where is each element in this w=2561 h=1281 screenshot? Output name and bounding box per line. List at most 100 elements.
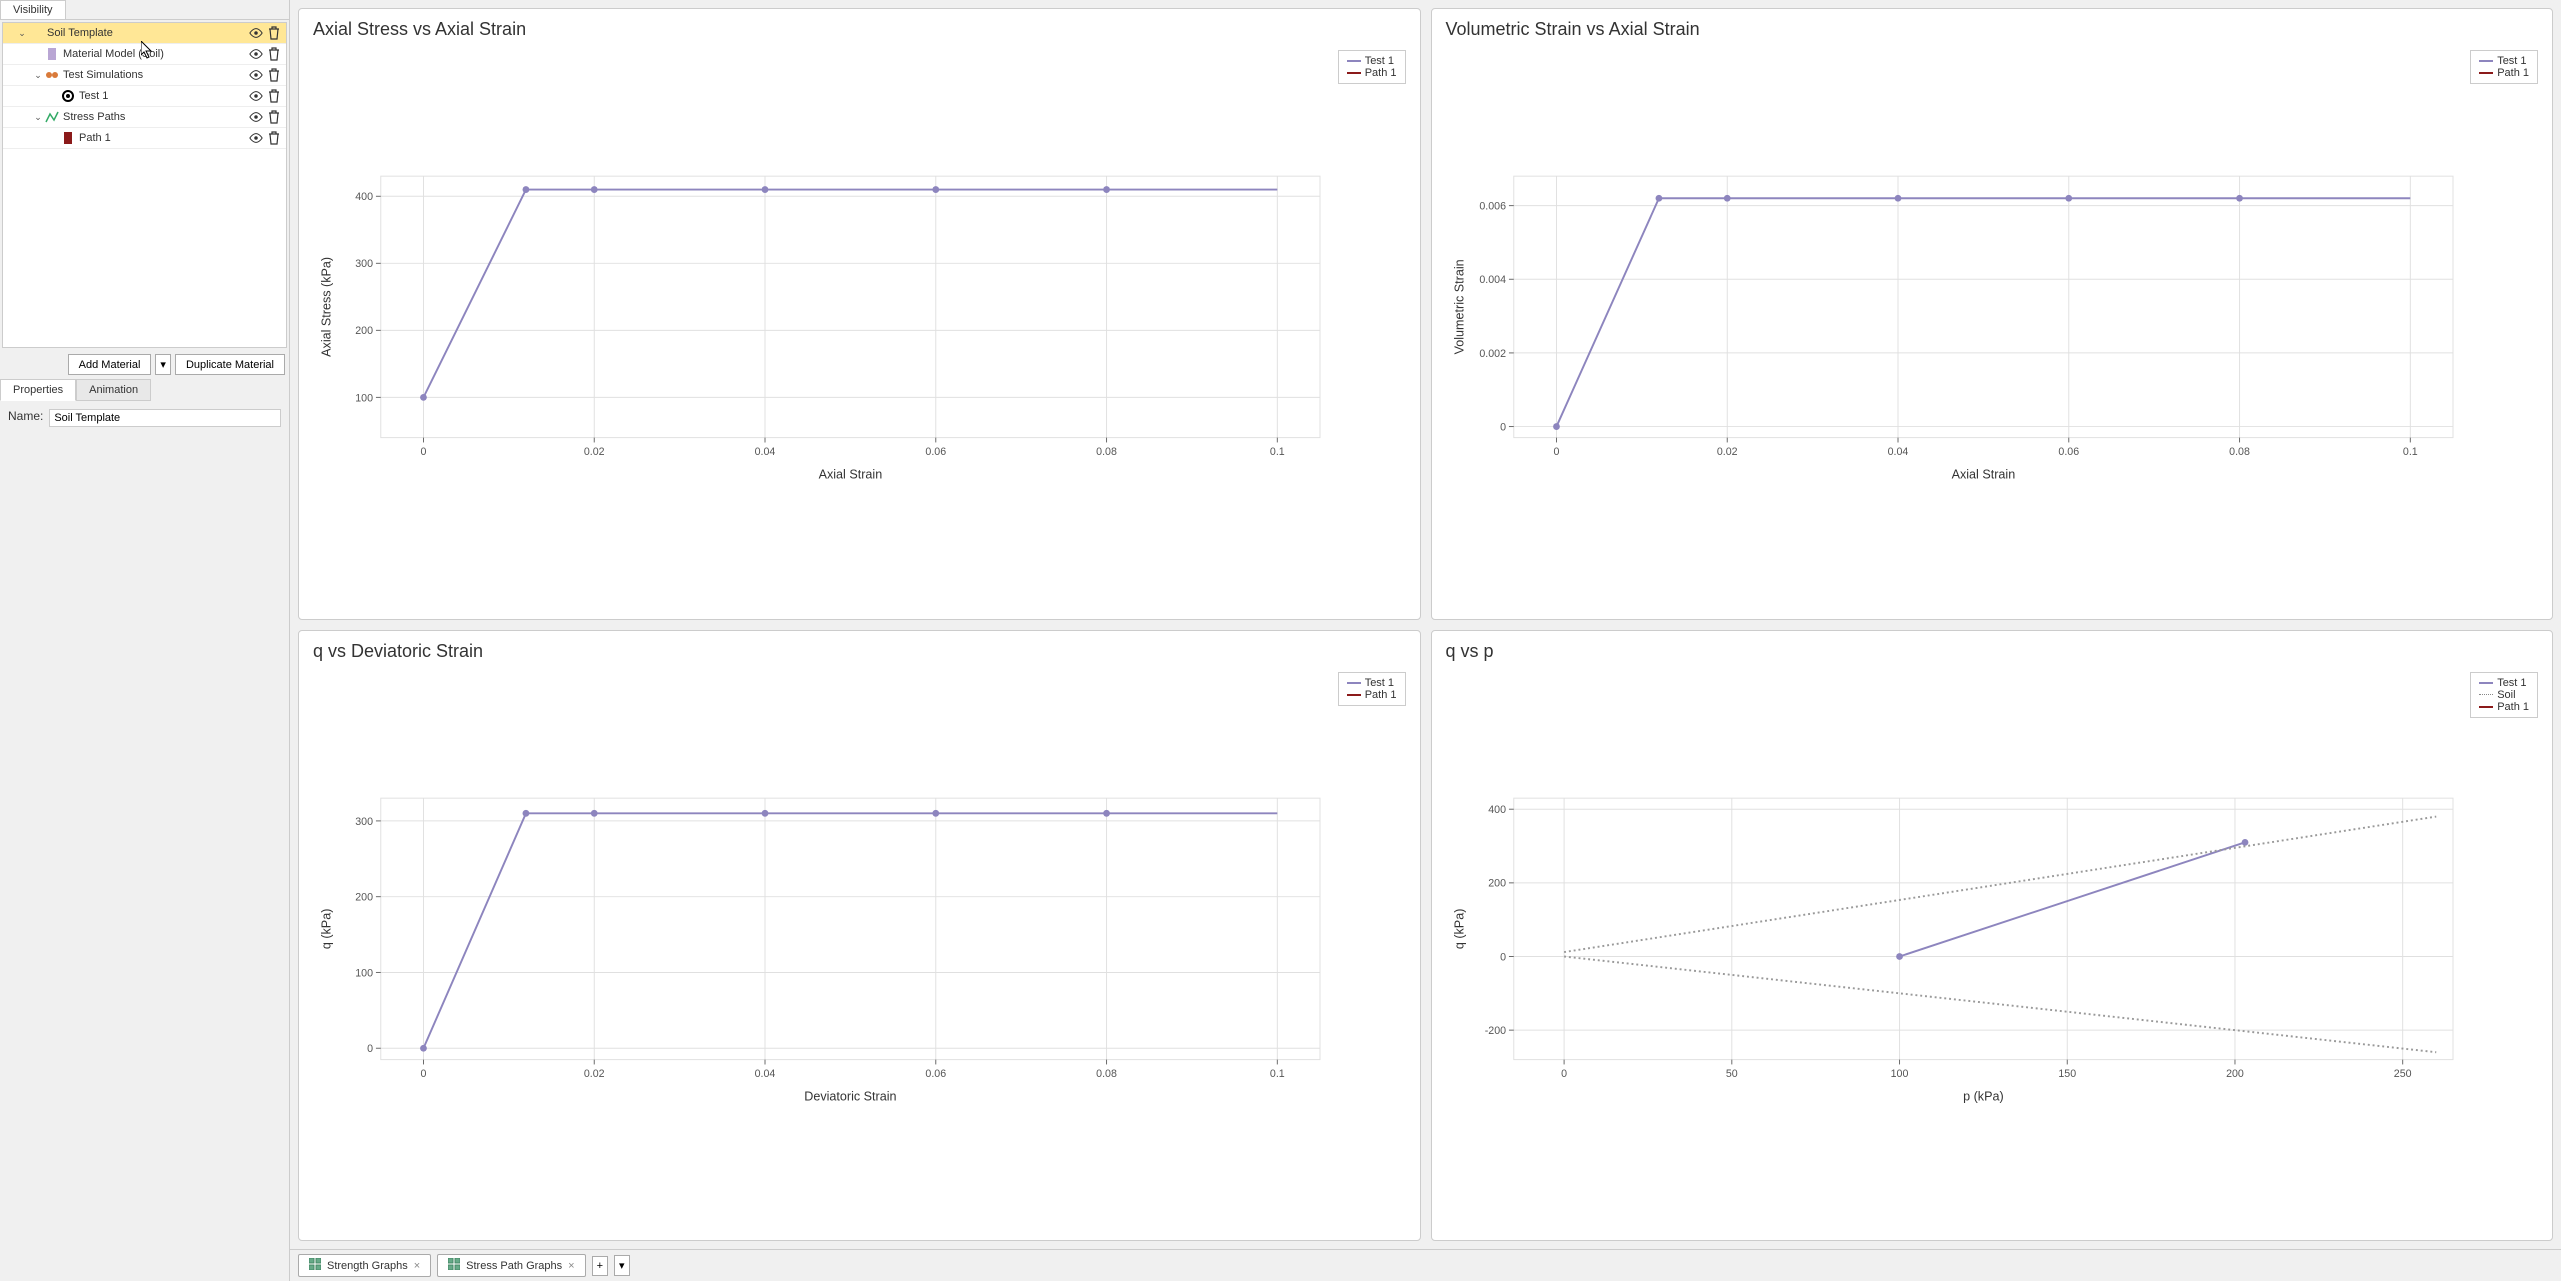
- legend-label: Path 1: [1365, 67, 1397, 79]
- svg-text:0.06: 0.06: [2058, 446, 2079, 458]
- legend-label: Soil: [2497, 689, 2515, 701]
- tree-item-stress-paths[interactable]: ⌄Stress Paths: [3, 107, 286, 128]
- legend-label: Test 1: [1365, 677, 1394, 689]
- bottom-tabs: Strength Graphs×Stress Path Graphs×+▾: [290, 1249, 2561, 1281]
- chart-title: Volumetric Strain vs Axial Strain: [1446, 19, 2539, 40]
- delete-icon[interactable]: [266, 88, 282, 104]
- sidebar-tabs: Visibility: [0, 0, 289, 20]
- visibility-icon[interactable]: [248, 25, 264, 41]
- tree-item-material-model-soil-[interactable]: Material Model (Soil): [3, 44, 286, 65]
- legend-label: Test 1: [2497, 55, 2526, 67]
- tree-item-test-1[interactable]: Test 1: [3, 86, 286, 107]
- svg-text:100: 100: [355, 967, 373, 979]
- svg-text:0.04: 0.04: [1887, 446, 1908, 458]
- svg-text:200: 200: [2226, 1068, 2244, 1080]
- tree-node-icon: [61, 131, 75, 145]
- chart-title: Axial Stress vs Axial Strain: [313, 19, 1406, 40]
- legend-label: Path 1: [2497, 67, 2529, 79]
- tree-panel: ⌄ Soil Template Material Model (Soil) ⌄ Test…: [2, 22, 287, 348]
- svg-text:100: 100: [1890, 1068, 1908, 1080]
- chart-plot[interactable]: 00.020.040.060.080.100.0020.0040.006Axia…: [1446, 44, 2463, 609]
- svg-text:200: 200: [355, 325, 373, 337]
- tree-node-icon: [61, 89, 75, 103]
- svg-text:0: 0: [421, 1068, 427, 1080]
- svg-text:0: 0: [1500, 421, 1506, 433]
- properties-panel: Properties Animation Name:: [0, 379, 289, 1281]
- delete-icon[interactable]: [266, 109, 282, 125]
- tree-item-soil-template[interactable]: ⌄ Soil Template: [3, 23, 286, 44]
- chart-plot[interactable]: 050100150200250-2000200400p (kPa)q (kPa): [1446, 666, 2463, 1231]
- tab-icon: [309, 1258, 321, 1273]
- svg-text:q (kPa): q (kPa): [319, 908, 333, 949]
- svg-text:0.04: 0.04: [755, 1068, 776, 1080]
- tree-label: Test 1: [79, 90, 246, 102]
- svg-text:0.08: 0.08: [1096, 446, 1117, 458]
- svg-text:0.1: 0.1: [1270, 1068, 1285, 1080]
- legend: Test 1Path 1: [1338, 672, 1406, 706]
- close-icon[interactable]: ×: [568, 1260, 574, 1272]
- tree-item-test-simulations[interactable]: ⌄ Test Simulations: [3, 65, 286, 86]
- svg-text:Volumetric Strain: Volumetric Strain: [1452, 259, 1466, 354]
- svg-text:300: 300: [355, 258, 373, 270]
- svg-text:Axial Strain: Axial Strain: [819, 467, 883, 481]
- bottom-tab-strength-graphs[interactable]: Strength Graphs ×: [298, 1254, 431, 1277]
- expander-icon[interactable]: ⌄: [31, 70, 45, 81]
- delete-icon[interactable]: [266, 130, 282, 146]
- svg-text:0.1: 0.1: [2402, 446, 2417, 458]
- charts-grid: Axial Stress vs Axial Strain 0 0.02 0.04 0.0…: [290, 0, 2561, 1249]
- svg-text:400: 400: [355, 191, 373, 203]
- tree-label: Soil Template: [47, 27, 246, 39]
- chart-title: q vs Deviatoric Strain: [313, 641, 1406, 662]
- svg-text:400: 400: [1488, 804, 1506, 816]
- visibility-icon[interactable]: [248, 46, 264, 62]
- svg-text:0.1: 0.1: [1270, 446, 1285, 458]
- add-tab-button[interactable]: +: [592, 1256, 608, 1276]
- svg-text:q (kPa): q (kPa): [1452, 908, 1466, 949]
- delete-icon[interactable]: [266, 67, 282, 83]
- svg-text:0.006: 0.006: [1479, 200, 1506, 212]
- chart-title: q vs p: [1446, 641, 2539, 662]
- tab-label: Strength Graphs: [327, 1260, 408, 1272]
- svg-text:50: 50: [1725, 1068, 1737, 1080]
- svg-text:0: 0: [367, 1043, 373, 1055]
- svg-text:100: 100: [355, 392, 373, 404]
- chart-q_p: q vs p050100150200250-2000200400p (kPa)q…: [1431, 630, 2554, 1242]
- svg-text:0.02: 0.02: [1716, 446, 1737, 458]
- svg-text:0.08: 0.08: [2229, 446, 2250, 458]
- tree-item-path-1[interactable]: Path 1: [3, 128, 286, 149]
- chart-plot[interactable]: 00.020.040.060.080.1100200300400Axial St…: [313, 44, 1330, 609]
- delete-icon[interactable]: [266, 25, 282, 41]
- legend-label: Path 1: [1365, 689, 1397, 701]
- tree-label: Test Simulations: [63, 69, 246, 81]
- visibility-icon[interactable]: [248, 67, 264, 83]
- tree-node-icon: [45, 110, 59, 124]
- add-tab-dropdown[interactable]: ▾: [614, 1255, 630, 1276]
- tab-properties[interactable]: Properties: [0, 379, 76, 401]
- svg-text:0: 0: [421, 446, 427, 458]
- svg-text:0.04: 0.04: [755, 446, 776, 458]
- chart-axial_stress: Axial Stress vs Axial Strain 0 0.02 0.04 0.0…: [298, 8, 1421, 620]
- close-icon[interactable]: ×: [414, 1260, 420, 1272]
- svg-text:0.004: 0.004: [1479, 274, 1506, 286]
- expander-icon[interactable]: ⌄: [15, 28, 29, 39]
- bottom-tab-stress-path-graphs[interactable]: Stress Path Graphs×: [437, 1254, 585, 1277]
- svg-text:Deviatoric Strain: Deviatoric Strain: [804, 1089, 896, 1103]
- visibility-tab[interactable]: Visibility: [0, 0, 66, 19]
- svg-text:200: 200: [355, 891, 373, 903]
- add-material-button[interactable]: Add Material: [68, 354, 152, 375]
- visibility-icon[interactable]: [248, 130, 264, 146]
- add-material-dropdown[interactable]: ▾: [155, 354, 171, 375]
- chart-plot[interactable]: 00.020.040.060.080.10100200300Deviatoric…: [313, 666, 1330, 1231]
- tab-animation[interactable]: Animation: [76, 379, 151, 401]
- duplicate-material-button[interactable]: Duplicate Material: [175, 354, 285, 375]
- svg-text:0: 0: [1553, 446, 1559, 458]
- visibility-icon[interactable]: [248, 88, 264, 104]
- tree-node-icon: [45, 68, 59, 82]
- svg-text:0.02: 0.02: [584, 446, 605, 458]
- svg-text:250: 250: [2393, 1068, 2411, 1080]
- name-field[interactable]: [49, 409, 281, 427]
- delete-icon[interactable]: [266, 46, 282, 62]
- svg-text:0.02: 0.02: [584, 1068, 605, 1080]
- expander-icon[interactable]: ⌄: [31, 112, 45, 123]
- visibility-icon[interactable]: [248, 109, 264, 125]
